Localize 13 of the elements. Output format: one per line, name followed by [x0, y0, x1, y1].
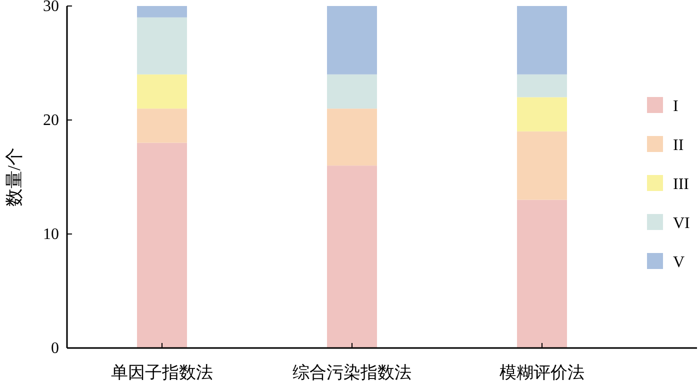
y-axis-title: 数量/个 — [4, 147, 24, 207]
y-tick-label: 0 — [51, 340, 59, 357]
legend-label: II — [673, 137, 684, 154]
legend-label: V — [673, 254, 685, 271]
y-tick-label: 20 — [43, 112, 59, 129]
legend-label: I — [673, 98, 678, 115]
x-tick-label: 综合污染指数法 — [292, 363, 412, 382]
x-tick-label: 模糊评价法 — [500, 363, 584, 382]
x-tick-label: 单因子指数法 — [111, 363, 213, 382]
legend-label: VI — [673, 215, 690, 232]
legend-label: III — [673, 176, 689, 193]
y-tick-label: 30 — [43, 0, 59, 15]
y-tick-label: 10 — [43, 226, 59, 243]
